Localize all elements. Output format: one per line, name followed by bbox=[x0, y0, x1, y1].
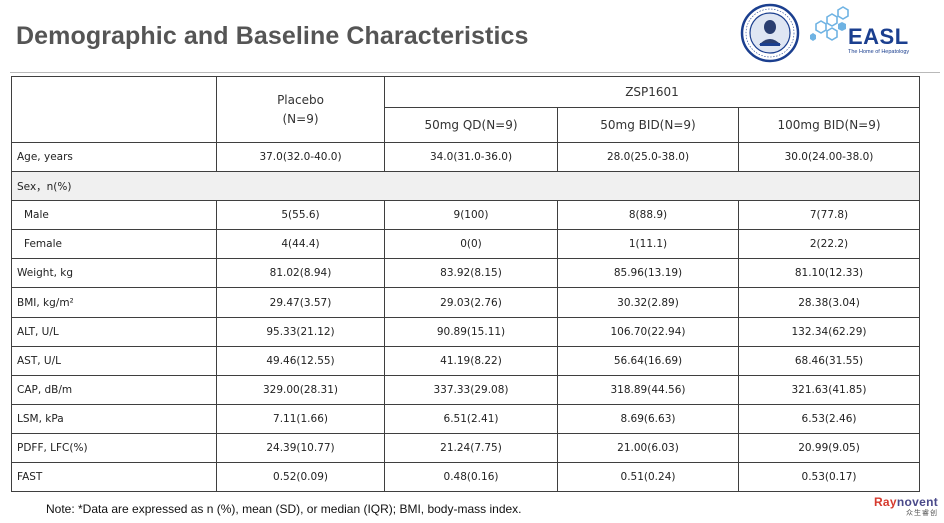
table-cell: 21.00(6.03) bbox=[557, 432, 739, 464]
row-label: BMI, kg/m² bbox=[11, 287, 217, 318]
table-cell: 9(100) bbox=[384, 200, 558, 231]
table-row: FAST 0.52(0.09) 0.48(0.16) 0.51(0.24) 0.53(0… bbox=[11, 462, 921, 493]
table-row: Female 4(44.4) 0(0) 1(11.1) 2(22.2) bbox=[11, 229, 921, 260]
table-cell: 5(55.6) bbox=[216, 200, 385, 231]
table-cell: 34.0(31.0-36.0) bbox=[384, 141, 558, 173]
header-placebo-name: Placebo bbox=[277, 92, 324, 107]
table-row: Male 5(55.6) 9(100) 8(88.9) 7(77.8) bbox=[11, 200, 921, 231]
table-cell: 68.46(31.55) bbox=[737, 345, 921, 376]
table-cell: 0.52(0.09) bbox=[216, 462, 385, 493]
header-placebo: Placebo (N=9) bbox=[216, 76, 385, 143]
table-cell: 7(77.8) bbox=[737, 200, 921, 231]
brand-rest: novent bbox=[896, 495, 938, 509]
row-label: ALT, U/L bbox=[11, 316, 217, 347]
hospital-seal-logo bbox=[738, 3, 802, 63]
table-row: BMI, kg/m² 29.47(3.57) 29.03(2.76) 30.32(2.… bbox=[11, 287, 921, 318]
page-title: Demographic and Baseline Characteristics bbox=[16, 22, 529, 50]
table-row: Sex，n(%) bbox=[10, 171, 921, 202]
table-cell: 29.47(3.57) bbox=[216, 287, 385, 318]
table-cell: 81.10(12.33) bbox=[737, 258, 921, 289]
table-cell: 1(11.1) bbox=[557, 229, 739, 260]
easl-logo: EASL The Home of Hepatology bbox=[808, 2, 934, 64]
table-cell: 8.69(6.63) bbox=[557, 403, 739, 434]
title-divider bbox=[10, 72, 940, 73]
header-dose-50mg-bid: 50mg BID(N=9) bbox=[557, 107, 739, 143]
table-cell: 0.53(0.17) bbox=[737, 462, 921, 493]
table-row: CAP, dB/m 329.00(28.31) 337.33(29.08) 318.8… bbox=[11, 374, 921, 405]
table-cell: 37.0(32.0-40.0) bbox=[216, 141, 385, 173]
table-cell: 132.34(62.29) bbox=[737, 316, 921, 347]
table-cell: 318.89(44.56) bbox=[557, 374, 739, 405]
table-row: AST, U/L 49.46(12.55) 41.19(8.22) 56.64(16.… bbox=[11, 345, 921, 376]
row-label: FAST bbox=[11, 462, 217, 493]
table-cell: 56.64(16.69) bbox=[557, 345, 739, 376]
baseline-table: Placebo (N=9) ZSP1601 50mg QD(N=9) 50mg … bbox=[10, 76, 921, 493]
table-cell: 49.46(12.55) bbox=[216, 345, 385, 376]
table-row: Age, years 37.0(32.0-40.0) 34.0(31.0-36.0)… bbox=[11, 141, 921, 173]
easl-wordmark: EASL bbox=[848, 24, 909, 49]
table-cell: 85.96(13.19) bbox=[557, 258, 739, 289]
brand-ray: Ray bbox=[873, 495, 897, 509]
raynovent-logo: Raynovent 众生睿创 bbox=[838, 496, 938, 520]
table-cell: 28.0(25.0-38.0) bbox=[557, 141, 739, 173]
table-cell: 90.89(15.11) bbox=[384, 316, 558, 347]
row-label: PDFF, LFC(%) bbox=[11, 432, 217, 464]
footnote: Note: *Data are expressed as n (%), mean… bbox=[46, 502, 522, 516]
row-label: CAP, dB/m bbox=[11, 374, 217, 405]
table-cell: 0.51(0.24) bbox=[557, 462, 739, 493]
table-cell: 4(44.4) bbox=[216, 229, 385, 260]
header-placebo-n: (N=9) bbox=[282, 111, 319, 126]
easl-tagline: The Home of Hepatology bbox=[848, 49, 910, 55]
row-label: LSM, kPa bbox=[11, 403, 217, 434]
table-cell: 6.53(2.46) bbox=[737, 403, 921, 434]
table-cell: 81.02(8.94) bbox=[216, 258, 385, 289]
table-cell: 106.70(22.94) bbox=[557, 316, 739, 347]
section-label: Sex，n(%) bbox=[10, 171, 921, 202]
table-cell: 41.19(8.22) bbox=[384, 345, 558, 376]
brand-wordmark: Raynovent bbox=[838, 496, 938, 509]
table-cell: 6.51(2.41) bbox=[384, 403, 558, 434]
table-cell: 30.32(2.89) bbox=[557, 287, 739, 318]
header-blank-cell bbox=[11, 76, 217, 143]
table-cell: 2(22.2) bbox=[737, 229, 921, 260]
table-cell: 8(88.9) bbox=[557, 200, 739, 231]
row-label: Age, years bbox=[11, 141, 217, 173]
table-cell: 0(0) bbox=[384, 229, 558, 260]
table-cell: 0.48(0.16) bbox=[384, 462, 558, 493]
table-cell: 24.39(10.77) bbox=[216, 432, 385, 464]
row-label: Male bbox=[11, 200, 217, 231]
table-cell: 337.33(29.08) bbox=[384, 374, 558, 405]
table-row: ALT, U/L 95.33(21.12) 90.89(15.11) 106.70(2… bbox=[11, 316, 921, 347]
header-dose-100mg-bid: 100mg BID(N=9) bbox=[737, 107, 921, 143]
header-dose-50mg-qd: 50mg QD(N=9) bbox=[384, 107, 558, 143]
table-cell: 30.0(24.00-38.0) bbox=[737, 141, 921, 173]
table-row: Weight, kg 81.02(8.94) 83.92(8.15) 85.96(13… bbox=[11, 258, 921, 289]
row-label: Weight, kg bbox=[11, 258, 217, 289]
table-cell: 20.99(9.05) bbox=[737, 432, 921, 464]
table-cell: 7.11(1.66) bbox=[216, 403, 385, 434]
table-row: PDFF, LFC(%) 24.39(10.77) 21.24(7.75) 21.00… bbox=[11, 432, 921, 464]
row-label: AST, U/L bbox=[11, 345, 217, 376]
table-cell: 95.33(21.12) bbox=[216, 316, 385, 347]
table-cell: 83.92(8.15) bbox=[384, 258, 558, 289]
table-cell: 21.24(7.75) bbox=[384, 432, 558, 464]
brand-chinese-name: 众生睿创 bbox=[906, 509, 938, 517]
table-cell: 321.63(41.85) bbox=[737, 374, 921, 405]
row-label: Female bbox=[11, 229, 217, 260]
table-cell: 329.00(28.31) bbox=[216, 374, 385, 405]
table-cell: 28.38(3.04) bbox=[737, 287, 921, 318]
header-zsp1601-group: ZSP1601 bbox=[383, 76, 921, 108]
table-row: LSM, kPa 7.11(1.66) 6.51(2.41) 8.69(6.63) 6.… bbox=[11, 403, 921, 434]
table-cell: 29.03(2.76) bbox=[384, 287, 558, 318]
